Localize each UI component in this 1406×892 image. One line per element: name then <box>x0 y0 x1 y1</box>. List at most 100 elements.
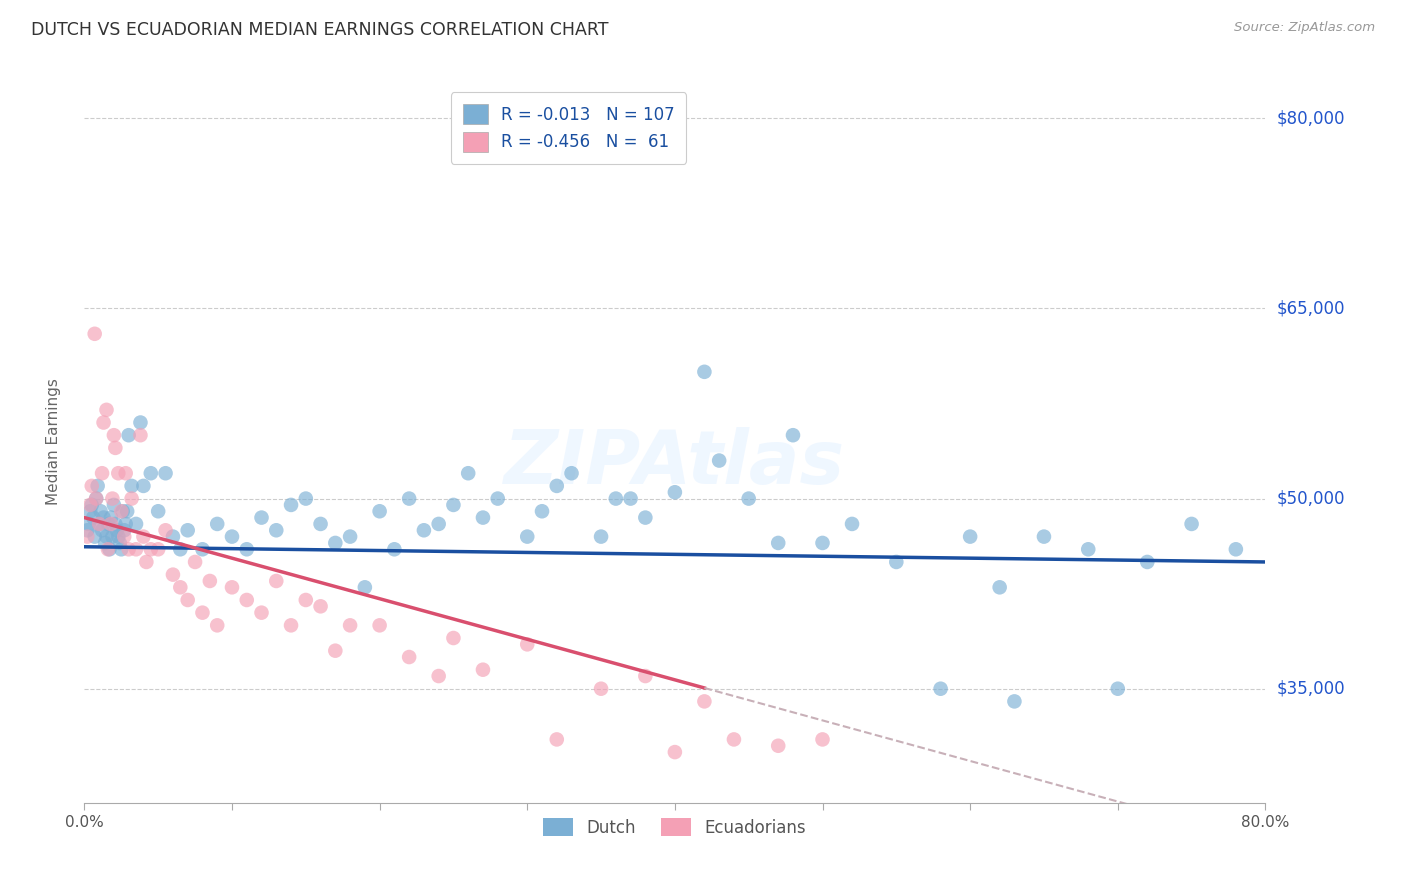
Point <box>207 516 229 531</box>
Point <box>886 555 908 569</box>
Point <box>84 491 107 506</box>
Point <box>129 428 152 442</box>
Point <box>443 498 465 512</box>
Point <box>295 491 318 506</box>
Point <box>98 542 121 557</box>
Point <box>121 479 143 493</box>
Point <box>516 530 538 544</box>
Point <box>114 516 136 531</box>
Point <box>125 542 148 557</box>
Point <box>110 504 132 518</box>
Point <box>339 530 361 544</box>
Point <box>94 536 117 550</box>
Point <box>1004 694 1026 708</box>
Point <box>325 536 347 550</box>
Point <box>250 510 273 524</box>
Point <box>664 745 686 759</box>
Point <box>384 542 406 557</box>
Point <box>139 542 162 557</box>
Point <box>162 530 184 544</box>
Point <box>97 516 120 531</box>
Point <box>83 530 105 544</box>
Point <box>91 467 114 481</box>
Point <box>664 485 686 500</box>
Point <box>413 523 436 537</box>
Point <box>121 491 143 506</box>
Point <box>811 536 834 550</box>
Text: $35,000: $35,000 <box>1277 680 1346 698</box>
Text: $65,000: $65,000 <box>1277 300 1346 318</box>
Point <box>79 504 101 518</box>
Point <box>148 542 170 557</box>
Point <box>79 498 101 512</box>
Point <box>76 523 98 537</box>
Point <box>339 618 361 632</box>
Point <box>266 574 288 588</box>
Point <box>1107 681 1129 696</box>
Point <box>841 516 863 531</box>
Point <box>768 739 790 753</box>
Point <box>516 637 538 651</box>
Point <box>1033 530 1056 544</box>
Point <box>86 479 108 493</box>
Point <box>427 516 450 531</box>
Point <box>280 618 302 632</box>
Point <box>531 504 554 518</box>
Point <box>93 510 115 524</box>
Point <box>221 530 243 544</box>
Point <box>443 631 465 645</box>
Point <box>309 599 332 614</box>
Point <box>105 523 128 537</box>
Point <box>80 498 103 512</box>
Point <box>1136 555 1159 569</box>
Point <box>103 428 125 442</box>
Point <box>693 365 716 379</box>
Point <box>472 510 495 524</box>
Point <box>96 402 118 417</box>
Point <box>97 542 120 557</box>
Point <box>169 580 191 594</box>
Point <box>368 504 391 518</box>
Point <box>236 593 259 607</box>
Point <box>135 555 157 569</box>
Point <box>309 516 332 531</box>
Point <box>87 516 111 531</box>
Point <box>472 663 495 677</box>
Point <box>546 479 568 493</box>
Point <box>129 416 152 430</box>
Y-axis label: Median Earnings: Median Earnings <box>46 378 60 505</box>
Point <box>104 516 127 531</box>
Point <box>177 593 200 607</box>
Point <box>96 530 118 544</box>
Point <box>101 530 124 544</box>
Point <box>111 504 134 518</box>
Point <box>1181 516 1204 531</box>
Point <box>148 504 170 518</box>
Point <box>112 523 135 537</box>
Point <box>1077 542 1099 557</box>
Point <box>634 669 657 683</box>
Point <box>605 491 627 506</box>
Point <box>768 536 790 550</box>
Point <box>77 516 100 531</box>
Point <box>82 510 104 524</box>
Point <box>118 428 141 442</box>
Point <box>236 542 259 557</box>
Point <box>988 580 1011 594</box>
Point <box>591 530 613 544</box>
Text: ZIPAtlas: ZIPAtlas <box>505 426 845 500</box>
Point <box>107 530 129 544</box>
Point <box>295 593 318 607</box>
Point <box>325 643 347 657</box>
Point <box>83 326 105 341</box>
Point <box>110 542 132 557</box>
Point <box>103 498 125 512</box>
Point <box>155 467 177 481</box>
Point <box>634 510 657 524</box>
Point <box>125 516 148 531</box>
Point <box>90 504 112 518</box>
Point <box>591 681 613 696</box>
Point <box>108 536 131 550</box>
Point <box>139 467 162 481</box>
Point <box>280 498 302 512</box>
